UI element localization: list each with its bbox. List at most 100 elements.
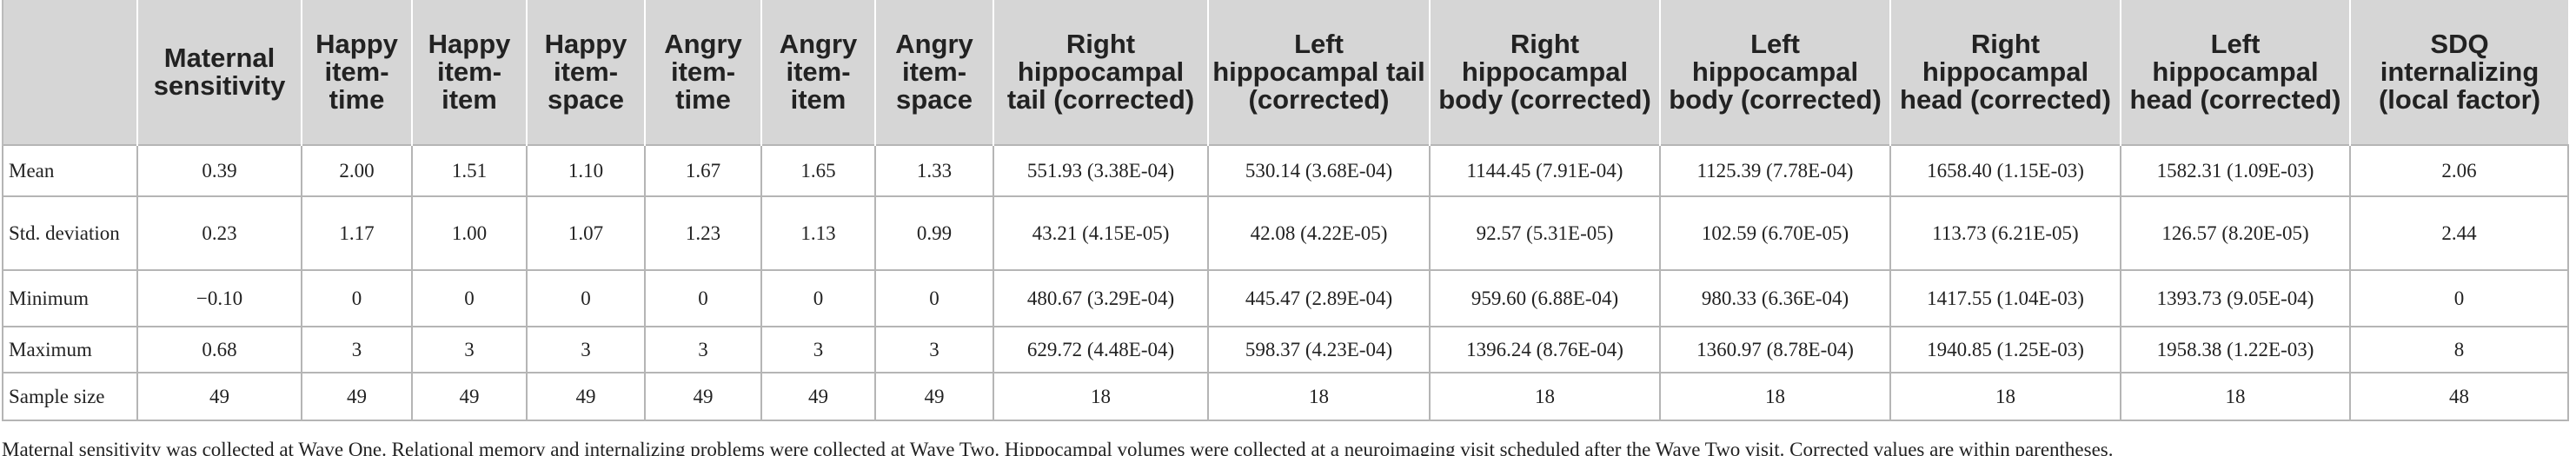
column-header: Right hippocampal head (corrected)	[1889, 0, 2121, 145]
header-row: Maternal sensitivity Happy item-time Happy…	[2, 0, 2568, 145]
cell: 1.07	[526, 195, 646, 271]
cell: 18	[1429, 372, 1661, 421]
cell: 629.72 (4.48E-04)	[993, 326, 1209, 373]
cell: 1.13	[760, 195, 876, 271]
cell: 1144.45 (7.91E-04)	[1429, 144, 1661, 197]
cell: 551.93 (3.38E-04)	[993, 144, 1209, 197]
cell: 1.10	[526, 144, 646, 197]
cell: 1658.40 (1.15E-03)	[1889, 144, 2121, 197]
column-header: Maternal sensitivity	[136, 0, 302, 145]
cell: 1.33	[874, 144, 994, 197]
cell: 92.57 (5.31E-05)	[1429, 195, 1661, 271]
cell: 1.23	[644, 195, 762, 271]
cell: 43.21 (4.15E-05)	[993, 195, 1209, 271]
column-header: Happy item-item	[411, 0, 527, 145]
cell: 18	[1889, 372, 2121, 421]
column-header: Angry item-item	[760, 0, 875, 145]
table-body: Mean 0.39 2.00 1.51 1.10 1.67 1.65 1.33 551.93 (…	[2, 144, 2569, 421]
column-header: Angry item-space	[874, 0, 993, 145]
cell: 3	[411, 326, 528, 373]
column-header: Left hippocampal head (corrected)	[2120, 0, 2350, 145]
cell: 18	[1207, 372, 1431, 421]
cell: 3	[301, 326, 413, 373]
cell: 49	[644, 372, 762, 421]
cell: 530.14 (3.68E-04)	[1207, 144, 1431, 197]
column-header: Right hippocampal tail (corrected)	[993, 0, 1208, 145]
cell: 102.59 (6.70E-05)	[1659, 195, 1891, 271]
table-row: Std. deviation 0.23 1.17 1.00 1.07 1.23 1.13 0.…	[2, 195, 2569, 271]
cell: 49	[301, 372, 413, 421]
cell: 49	[411, 372, 528, 421]
table-row: Minimum −0.10 0 0 0 0 0 0 480.67 (3.29E-04) 445.4…	[2, 269, 2569, 327]
row-label: Mean	[2, 144, 138, 197]
cell: 2.00	[301, 144, 413, 197]
column-header: Angry item-time	[644, 0, 761, 145]
cell: 1940.85 (1.25E-03)	[1889, 326, 2121, 373]
cell: 0	[526, 269, 646, 327]
column-header: SDQ internalizing (local factor)	[2349, 0, 2568, 145]
cell: 49	[760, 372, 876, 421]
cell: −0.10	[136, 269, 302, 327]
cell: 0.39	[136, 144, 302, 197]
cell: 18	[1659, 372, 1891, 421]
cell: 1.67	[644, 144, 762, 197]
cell: 1417.55 (1.04E-03)	[1889, 269, 2121, 327]
cell: 0.99	[874, 195, 994, 271]
cell: 2.06	[2349, 144, 2569, 197]
cell: 49	[874, 372, 994, 421]
cell: 0	[301, 269, 413, 327]
cell: 980.33 (6.36E-04)	[1659, 269, 1891, 327]
cell: 3	[874, 326, 994, 373]
cell: 1360.97 (8.78E-04)	[1659, 326, 1891, 373]
row-label: Maximum	[2, 326, 138, 373]
cell: 3	[526, 326, 646, 373]
cell: 18	[2120, 372, 2351, 421]
cell: 49	[136, 372, 302, 421]
table-row: Maximum 0.68 3 3 3 3 3 3 629.72 (4.48E-04) 598.37…	[2, 326, 2569, 373]
cell: 1125.39 (7.78E-04)	[1659, 144, 1891, 197]
table-row: Sample size 49 49 49 49 49 49 49 18 18 18 18 18 18 48	[2, 372, 2569, 421]
cell: 959.60 (6.88E-04)	[1429, 269, 1661, 327]
cell: 1.51	[411, 144, 528, 197]
cell: 0.68	[136, 326, 302, 373]
cell: 1582.31 (1.09E-03)	[2120, 144, 2351, 197]
cell: 1.00	[411, 195, 528, 271]
cell: 1396.24 (8.76E-04)	[1429, 326, 1661, 373]
cell: 0	[411, 269, 528, 327]
cell: 113.73 (6.21E-05)	[1889, 195, 2121, 271]
column-header: Right hippocampal body (corrected)	[1429, 0, 1660, 145]
stats-table: Maternal sensitivity Happy item-time Happy…	[2, 0, 2569, 421]
cell: 2.44	[2349, 195, 2569, 271]
cell: 1958.38 (1.22E-03)	[2120, 326, 2351, 373]
cell: 1.17	[301, 195, 413, 271]
column-header: Happy item-time	[301, 0, 412, 145]
corner-cell	[2, 0, 137, 145]
row-label: Minimum	[2, 269, 138, 327]
cell: 1.65	[760, 144, 876, 197]
cell: 0.23	[136, 195, 302, 271]
cell: 3	[644, 326, 762, 373]
footnote: Maternal sensitivity was collected at Wa…	[2, 439, 2114, 456]
table-row: Mean 0.39 2.00 1.51 1.10 1.67 1.65 1.33 551.93 (…	[2, 144, 2569, 197]
cell: 480.67 (3.29E-04)	[993, 269, 1209, 327]
cell: 0	[2349, 269, 2569, 327]
cell: 18	[993, 372, 1209, 421]
row-label: Std. deviation	[2, 195, 138, 271]
cell: 0	[760, 269, 876, 327]
cell: 0	[644, 269, 762, 327]
cell: 42.08 (4.22E-05)	[1207, 195, 1431, 271]
column-header: Left hippocampal body (corrected)	[1659, 0, 1890, 145]
cell: 1393.73 (9.05E-04)	[2120, 269, 2351, 327]
column-header: Happy item-space	[526, 0, 645, 145]
cell: 445.47 (2.89E-04)	[1207, 269, 1431, 327]
cell: 126.57 (8.20E-05)	[2120, 195, 2351, 271]
cell: 8	[2349, 326, 2569, 373]
cell: 48	[2349, 372, 2569, 421]
row-label: Sample size	[2, 372, 138, 421]
cell: 0	[874, 269, 994, 327]
column-header: Left hippocampal tail (corrected)	[1207, 0, 1430, 145]
cell: 3	[760, 326, 876, 373]
cell: 598.37 (4.23E-04)	[1207, 326, 1431, 373]
cell: 49	[526, 372, 646, 421]
